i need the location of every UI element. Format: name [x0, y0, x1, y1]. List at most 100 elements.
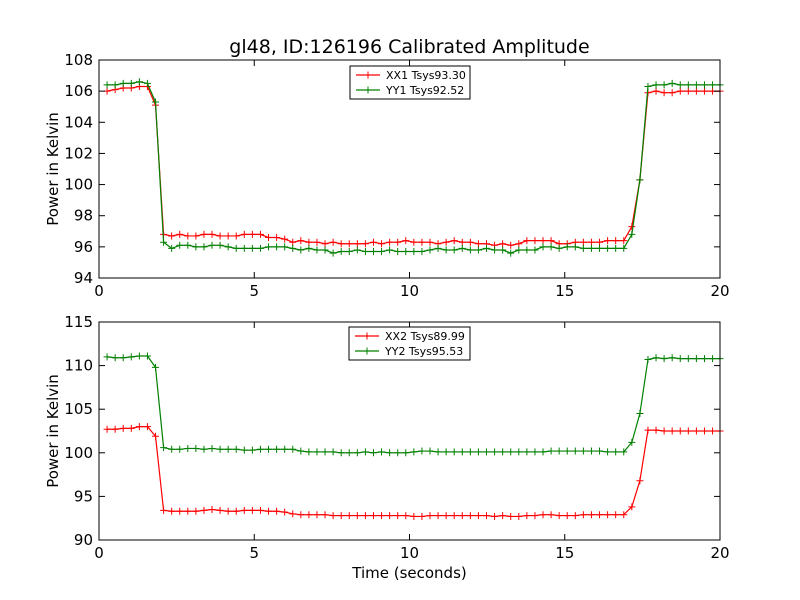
data-point: [127, 79, 135, 87]
y-tick-label: 110: [64, 357, 93, 375]
data-point: [127, 353, 135, 361]
data-point: [458, 244, 466, 252]
data-point: [628, 438, 636, 446]
data-point: [563, 243, 571, 251]
data-point: [458, 512, 466, 520]
data-point: [684, 427, 692, 435]
data-point: [160, 444, 168, 452]
x-tick-label: 10: [400, 282, 419, 300]
data-point: [378, 248, 386, 256]
series-2: [103, 78, 724, 257]
data-point: [523, 512, 531, 520]
data-point: [143, 79, 151, 87]
data-point: [256, 506, 264, 514]
data-point: [604, 237, 612, 245]
data-point: [152, 432, 160, 440]
data-point: [305, 448, 313, 456]
data-point: [297, 447, 305, 455]
legend-marker: [363, 332, 371, 340]
data-point: [442, 246, 450, 254]
x-tick-label: 15: [555, 544, 574, 562]
data-point: [313, 246, 321, 254]
y-tick-label: 96: [74, 238, 93, 256]
data-point: [265, 234, 273, 242]
data-point: [119, 354, 127, 362]
y-tick-label: 100: [64, 444, 93, 462]
data-point: [160, 238, 168, 246]
data-point: [410, 512, 418, 520]
data-point: [321, 240, 329, 248]
data-point: [176, 507, 184, 515]
data-point: [208, 505, 216, 513]
data-point: [483, 512, 490, 520]
data-point: [192, 232, 200, 240]
data-point: [450, 237, 458, 245]
data-point: [450, 512, 458, 520]
x-tick-label: 15: [555, 282, 574, 300]
data-point: [224, 243, 232, 251]
data-point: [579, 511, 587, 519]
data-point: [660, 89, 668, 97]
data-point: [143, 352, 151, 360]
data-point: [418, 248, 426, 256]
data-point: [111, 425, 119, 433]
data-point: [152, 363, 160, 371]
data-point: [386, 246, 394, 254]
data-point: [321, 448, 329, 456]
data-point: [265, 445, 273, 453]
data-point: [692, 81, 700, 89]
data-point: [620, 448, 628, 456]
y-tick-label: 106: [64, 82, 93, 100]
data-point: [620, 511, 628, 519]
data-point: [571, 447, 579, 455]
data-point: [273, 445, 281, 453]
y-tick-label: 94: [74, 269, 93, 287]
data-point: [515, 246, 523, 254]
data-point: [168, 445, 176, 453]
data-point: [458, 448, 466, 456]
data-point: [466, 512, 474, 520]
x-tick-label: 20: [710, 282, 729, 300]
data-point: [176, 241, 184, 249]
x-tick-label: 10: [400, 544, 419, 562]
data-point: [394, 248, 402, 256]
data-point: [523, 246, 531, 254]
data-point: [515, 240, 523, 248]
data-point: [499, 448, 507, 456]
data-point: [240, 244, 248, 252]
data-point: [103, 425, 111, 433]
data-point: [612, 237, 620, 245]
data-point: [587, 244, 595, 252]
data-point: [587, 238, 595, 246]
data-point: [555, 244, 563, 252]
data-point: [353, 449, 361, 457]
data-point: [402, 248, 410, 256]
data-point: [289, 244, 297, 252]
data-point: [676, 81, 684, 89]
data-point: [176, 230, 184, 238]
data-point: [426, 512, 434, 520]
data-point: [692, 427, 700, 435]
legend-label: XX2 Tsys89.99: [385, 330, 465, 343]
data-point: [644, 426, 652, 434]
data-point: [200, 230, 208, 238]
data-point: [337, 240, 345, 248]
data-point: [200, 506, 208, 514]
data-point: [127, 424, 135, 432]
data-point: [168, 507, 176, 515]
data-point: [216, 506, 224, 514]
data-point: [483, 448, 490, 456]
data-point: [636, 477, 644, 485]
data-point: [531, 237, 539, 245]
data-point: [224, 507, 232, 515]
data-point: [620, 244, 628, 252]
data-point: [369, 248, 377, 256]
data-point: [523, 448, 531, 456]
legend-marker: [364, 86, 372, 94]
data-point: [474, 246, 482, 254]
legend-label: XX1 Tsys93.30: [386, 69, 466, 82]
y-tick-label: 108: [64, 51, 93, 69]
data-point: [135, 423, 143, 431]
data-point: [563, 447, 571, 455]
data-point: [571, 243, 579, 251]
